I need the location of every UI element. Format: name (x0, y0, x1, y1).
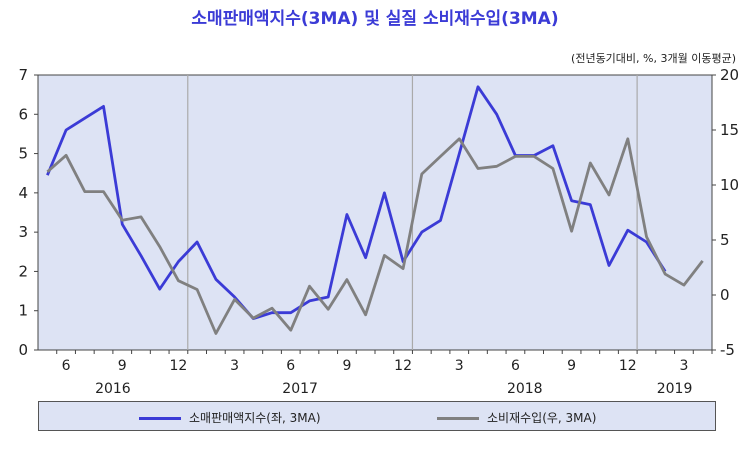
x-tick-label: 3 (230, 358, 239, 374)
y-right-tick-label: 10 (720, 176, 739, 194)
plot-area (37, 74, 713, 351)
y-left-tick-label: 0 (18, 341, 28, 359)
legend-swatch-imports (437, 417, 479, 420)
x-tick-label: 6 (511, 358, 520, 374)
x-tick-label: 12 (619, 358, 637, 374)
y-right-tick-label: 5 (720, 231, 730, 249)
x-tick-label: 12 (170, 358, 188, 374)
x-tick-label: 6 (62, 358, 71, 374)
y-left-tick-label: 4 (18, 184, 28, 202)
legend-label-retail: 소매판매액지수(좌, 3MA) (189, 411, 321, 425)
y-left-tick-label: 3 (18, 223, 28, 241)
y-left-tick-label: 1 (18, 302, 28, 320)
series-line-retail-sales (46, 85, 667, 320)
year-label: 2017 (282, 381, 318, 397)
chart-title: 소매판매액지수(3MA) 및 실질 소비재수입(3MA) (191, 9, 559, 29)
y-left-tick-label: 7 (18, 66, 28, 84)
y-right-tick-label: 15 (720, 121, 739, 139)
x-tick-label: 9 (567, 358, 576, 374)
x-tick-label: 9 (118, 358, 127, 374)
y-left-tick-label: 6 (18, 105, 28, 123)
x-tick-label: 6 (286, 358, 295, 374)
legend-swatch-retail (139, 417, 181, 420)
y-right-tick-label: -5 (720, 341, 735, 359)
x-tick-label: 3 (455, 358, 464, 374)
x-tick-label: 3 (679, 358, 688, 374)
unit-note: (전년동기대비, %, 3개월 이동평균) (571, 52, 736, 65)
x-tick-label: 12 (394, 358, 412, 374)
legend-item-retail: 소매판매액지수(좌, 3MA) (139, 409, 321, 426)
year-label: 2019 (657, 381, 693, 397)
year-label: 2016 (95, 381, 131, 397)
series-line-consumer-imports (46, 137, 704, 335)
legend-label-imports: 소비재수입(우, 3MA) (487, 411, 597, 425)
year-label: 2018 (507, 381, 543, 397)
x-tick-label: 9 (342, 358, 351, 374)
y-right-tick-label: 20 (720, 66, 739, 84)
y-left-tick-label: 2 (18, 262, 28, 280)
y-left-tick-label: 5 (18, 145, 28, 163)
y-right-tick-label: 0 (720, 286, 730, 304)
legend-item-imports: 소비재수입(우, 3MA) (437, 409, 596, 426)
legend: 소매판매액지수(좌, 3MA) 소비재수입(우, 3MA) (38, 401, 716, 431)
